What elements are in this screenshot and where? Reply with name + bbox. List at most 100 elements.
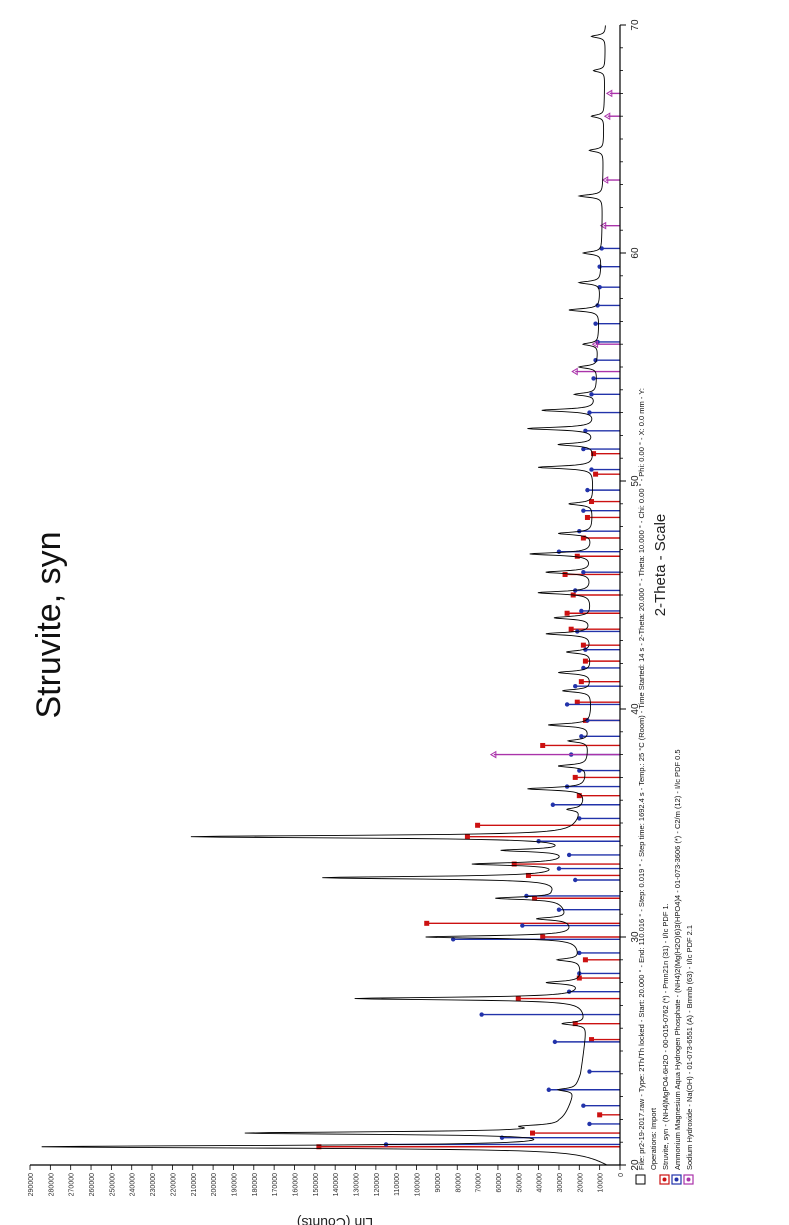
y-tick-label: 120000 bbox=[374, 1173, 381, 1196]
y-tick-label: 40000 bbox=[537, 1173, 544, 1193]
reference-marker bbox=[564, 702, 570, 707]
legend-entry: Struvite, syn - (NH4)MgPO4·6H2O - 00-015… bbox=[661, 903, 670, 1170]
legend-operations: Operations: Import bbox=[649, 1107, 658, 1170]
reference-marker bbox=[571, 367, 578, 376]
y-tick-label: 10000 bbox=[598, 1173, 605, 1193]
measured-pattern-line bbox=[41, 25, 608, 1166]
y-tick-label: 100000 bbox=[415, 1173, 422, 1196]
reference-marker bbox=[577, 950, 582, 956]
reference-marker bbox=[568, 626, 574, 632]
reference-marker bbox=[599, 221, 607, 230]
x-axis-label: 2-Theta - Scale bbox=[652, 514, 669, 617]
reference-marker bbox=[589, 1037, 595, 1043]
y-tick-label: 220000 bbox=[170, 1173, 177, 1196]
reference-marker bbox=[585, 487, 590, 493]
reference-marker bbox=[591, 376, 596, 381]
reference-marker bbox=[562, 571, 568, 577]
legend-entry: Ammonium Magnesium Aqua Hydrogen Phospha… bbox=[673, 749, 682, 1170]
reference-marker bbox=[597, 1112, 603, 1118]
y-tick-label: 90000 bbox=[435, 1173, 442, 1193]
reference-marker bbox=[589, 392, 594, 397]
y-tick-label: 270000 bbox=[69, 1173, 76, 1196]
chart-title: Struvite, syn bbox=[30, 531, 68, 718]
y-tick-label: 280000 bbox=[48, 1173, 55, 1196]
y-tick-label: 190000 bbox=[231, 1173, 238, 1196]
y-tick-label: 170000 bbox=[272, 1173, 279, 1196]
reference-marker bbox=[556, 907, 562, 912]
x-tick-label: 40 bbox=[630, 703, 641, 715]
reference-marker bbox=[520, 923, 525, 928]
reference-marker bbox=[524, 893, 529, 899]
reference-marker bbox=[583, 428, 588, 434]
y-tick-label: 290000 bbox=[28, 1173, 35, 1196]
reference-marker bbox=[585, 718, 590, 723]
y-tick-label: 180000 bbox=[252, 1173, 259, 1196]
y-axis-label: Lin (Counts) bbox=[297, 1215, 373, 1225]
axes: 20 30 40 50 60 70 0 10000 20000 30000 40000 50000 60… bbox=[28, 19, 641, 1196]
reference-marker bbox=[587, 1121, 592, 1127]
reference-marker bbox=[587, 1069, 592, 1074]
legend-swatch-marker bbox=[674, 1177, 679, 1182]
y-tick-label: 50000 bbox=[516, 1173, 523, 1193]
legend-swatch bbox=[659, 1174, 670, 1185]
reference-marker bbox=[532, 895, 538, 901]
y-tick-label: 30000 bbox=[557, 1173, 564, 1193]
reference-marker bbox=[581, 508, 586, 513]
reference-marker bbox=[581, 446, 586, 452]
reference-marker bbox=[603, 112, 611, 121]
y-tick-label: 80000 bbox=[455, 1173, 462, 1193]
legend: File: pr2-19-2017.raw - Type: 2Th/Th loc… bbox=[635, 388, 694, 1185]
reference-marker bbox=[566, 852, 572, 858]
reference-marker bbox=[573, 877, 578, 883]
reference-pattern-1 bbox=[316, 451, 620, 1150]
reference-marker bbox=[424, 920, 430, 926]
legend-swatch bbox=[683, 1174, 694, 1185]
reference-marker bbox=[540, 742, 546, 748]
reference-marker bbox=[591, 340, 599, 349]
reference-marker bbox=[584, 514, 590, 520]
reference-marker bbox=[589, 467, 594, 472]
reference-marker bbox=[579, 608, 584, 614]
reference-marker bbox=[601, 176, 609, 184]
y-tick-label: 260000 bbox=[89, 1173, 96, 1196]
reference-marker bbox=[589, 499, 595, 505]
reference-marker bbox=[530, 1130, 536, 1136]
legend-swatch-marker bbox=[686, 1177, 691, 1182]
reference-marker bbox=[573, 684, 578, 689]
reference-marker bbox=[582, 957, 588, 963]
y-tick-label: 150000 bbox=[313, 1173, 320, 1196]
reference-marker bbox=[581, 1103, 586, 1108]
reference-marker bbox=[489, 750, 497, 759]
x-tick-label: 30 bbox=[630, 931, 641, 943]
y-tick-label: 240000 bbox=[130, 1173, 137, 1196]
reference-marker bbox=[464, 834, 470, 840]
x-tick-label: 50 bbox=[630, 475, 641, 487]
x-tick-label: 60 bbox=[630, 247, 641, 259]
legend-swatch-marker bbox=[662, 1177, 667, 1182]
reference-marker bbox=[515, 996, 521, 1002]
legend-swatch bbox=[671, 1174, 682, 1185]
plot-area: 20 30 40 50 60 70 0 10000 20000 30000 40000 50000 60… bbox=[28, 19, 669, 1196]
reference-marker bbox=[582, 658, 588, 664]
x-tick-label: 20 bbox=[630, 1159, 641, 1171]
y-tick-label: 160000 bbox=[292, 1173, 299, 1196]
reference-marker bbox=[574, 553, 580, 559]
x-tick-label: 70 bbox=[630, 19, 641, 31]
reference-marker bbox=[556, 866, 562, 871]
reference-marker bbox=[593, 471, 599, 477]
reference-marker bbox=[595, 303, 600, 308]
reference-marker bbox=[593, 321, 598, 326]
reference-marker bbox=[550, 802, 556, 807]
reference-marker bbox=[581, 570, 586, 575]
legend-file-info: File: pr2-19-2017.raw - Type: 2Th/Th loc… bbox=[637, 388, 646, 1170]
y-tick-label: 200000 bbox=[211, 1173, 218, 1196]
reference-marker bbox=[475, 822, 481, 828]
reference-marker bbox=[605, 89, 613, 98]
y-tick-label: 210000 bbox=[191, 1173, 198, 1196]
reference-marker bbox=[572, 774, 578, 780]
reference-marker bbox=[577, 816, 582, 821]
y-tick-label: 0 bbox=[618, 1173, 625, 1177]
reference-marker bbox=[587, 410, 592, 415]
reference-marker bbox=[579, 734, 584, 739]
reference-marker bbox=[552, 1039, 558, 1045]
